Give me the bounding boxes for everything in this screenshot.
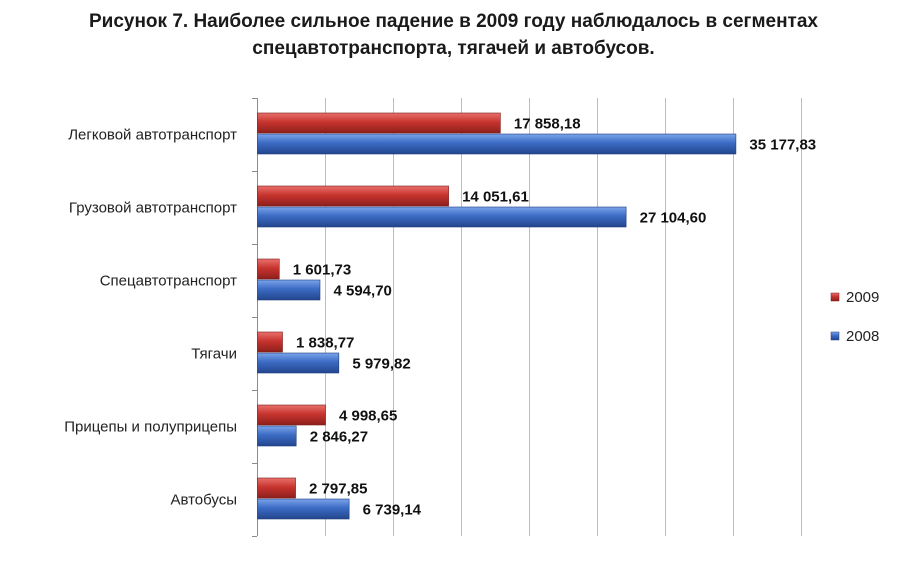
legend: 2009 2008 [830,289,879,345]
data-label: 6 739,14 [363,502,422,519]
bar-2009-0 [257,112,501,134]
legend-label-2009: 2009 [846,289,879,306]
legend-label-2008: 2008 [846,328,879,345]
data-label: 17 858,18 [514,116,581,133]
bar-2008-3 [257,352,340,374]
bar-2009-4 [257,404,326,426]
data-label: 5 979,82 [352,356,410,373]
data-label: 1 838,77 [296,335,354,352]
bar-2008-2 [257,279,321,301]
data-label: 1 601,73 [293,262,351,279]
bars [257,112,737,520]
bar-2009-5 [257,477,296,499]
data-label: 4 594,70 [333,283,391,300]
category-label: Грузовой автотранспорт [69,200,237,217]
category-label: Прицепы и полуприцепы [64,419,237,436]
data-label: 2 846,27 [310,429,368,446]
category-labels: Легковой автотранспорт Грузовой автотранс… [64,127,237,509]
bar-2009-2 [257,258,280,280]
grid-lines [325,98,802,536]
data-label: 2 797,85 [309,481,367,498]
category-label: Легковой автотранспорт [68,127,237,144]
category-label: Автобусы [170,492,237,509]
category-label: Спецавтотранспорт [100,273,237,290]
bar-2009-1 [257,185,449,207]
legend-swatch-2009 [830,292,840,302]
data-label: 4 998,65 [339,408,397,425]
data-label: 27 104,60 [640,210,707,227]
bar-2009-3 [257,331,283,353]
category-label: Тягачи [191,346,237,363]
category-axis [252,98,258,537]
chart-title-line-1: Рисунок 7. Наиболее сильное падение в 20… [88,11,819,32]
bar-2008-1 [257,206,627,228]
bar-2008-0 [257,133,737,155]
bar-2008-4 [257,425,297,447]
value-labels: 17 858,18 35 177,83 14 051,61 27 104,60 1 60… [293,116,816,519]
bar-2008-5 [257,498,350,520]
data-label: 35 177,83 [749,137,816,154]
chart-title: Рисунок 7. Наиболее сильное падение в 20… [0,8,907,62]
data-label: 14 051,61 [462,189,529,206]
legend-swatch-2008 [830,331,840,341]
chart-title-line-2: спецавтотранспорта, тягачей и автобусов. [252,38,655,59]
